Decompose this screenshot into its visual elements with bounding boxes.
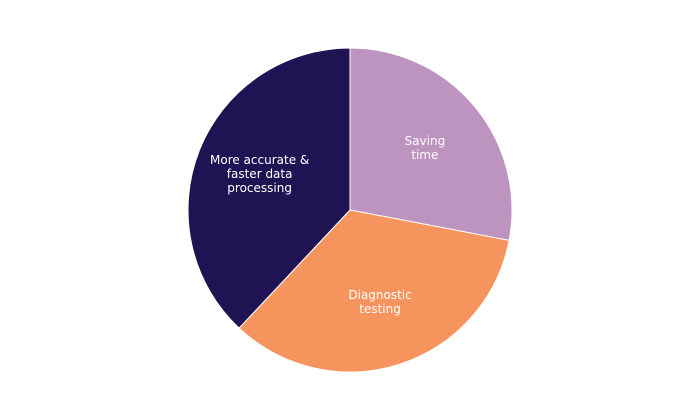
- pie-slice: [349, 47, 513, 241]
- pie-slice: [187, 47, 351, 329]
- slice-label: More accurate & faster data processing: [209, 153, 310, 196]
- slice-label: Saving time: [404, 134, 446, 163]
- pie-slice: [238, 209, 510, 373]
- slice-label: Diagnostic testing: [348, 288, 412, 317]
